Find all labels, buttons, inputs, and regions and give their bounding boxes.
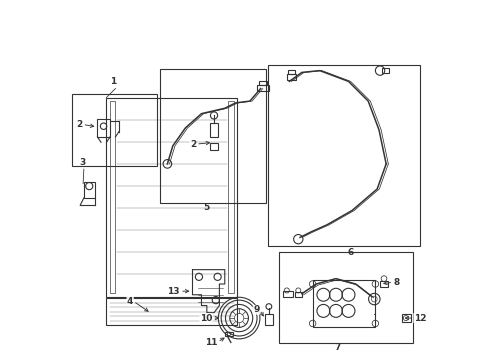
Bar bbox=[228, 101, 233, 293]
Text: 2: 2 bbox=[189, 140, 196, 149]
Bar bbox=[287, 70, 294, 74]
Bar bbox=[257, 85, 268, 91]
Text: 5: 5 bbox=[203, 203, 209, 212]
Bar bbox=[283, 291, 293, 297]
Text: 6: 6 bbox=[346, 248, 353, 257]
Text: 3: 3 bbox=[79, 158, 85, 167]
Text: 1: 1 bbox=[110, 77, 117, 86]
Bar bbox=[106, 298, 237, 325]
Text: 4: 4 bbox=[127, 297, 133, 306]
Text: 11: 11 bbox=[204, 338, 217, 347]
Bar bbox=[97, 119, 110, 137]
Bar bbox=[209, 123, 218, 137]
Bar bbox=[382, 68, 388, 73]
Bar bbox=[72, 94, 156, 166]
Text: 7: 7 bbox=[334, 343, 340, 352]
Text: 13: 13 bbox=[167, 287, 180, 296]
Text: 2: 2 bbox=[76, 120, 82, 129]
Text: 10: 10 bbox=[200, 314, 212, 323]
Bar bbox=[264, 314, 272, 325]
Bar bbox=[286, 74, 295, 80]
Bar bbox=[160, 69, 265, 203]
Bar bbox=[294, 292, 301, 297]
Bar bbox=[110, 101, 115, 293]
Bar bbox=[106, 98, 237, 297]
Text: 8: 8 bbox=[392, 278, 399, 287]
Bar bbox=[258, 81, 266, 85]
Bar bbox=[312, 280, 375, 327]
Bar bbox=[278, 252, 412, 343]
Bar bbox=[401, 315, 410, 321]
Bar bbox=[379, 281, 387, 287]
Bar bbox=[83, 182, 95, 198]
Text: 12: 12 bbox=[413, 314, 426, 323]
Bar bbox=[210, 143, 217, 149]
Bar bbox=[267, 65, 419, 246]
Bar bbox=[224, 332, 233, 336]
Text: 9: 9 bbox=[253, 305, 259, 314]
